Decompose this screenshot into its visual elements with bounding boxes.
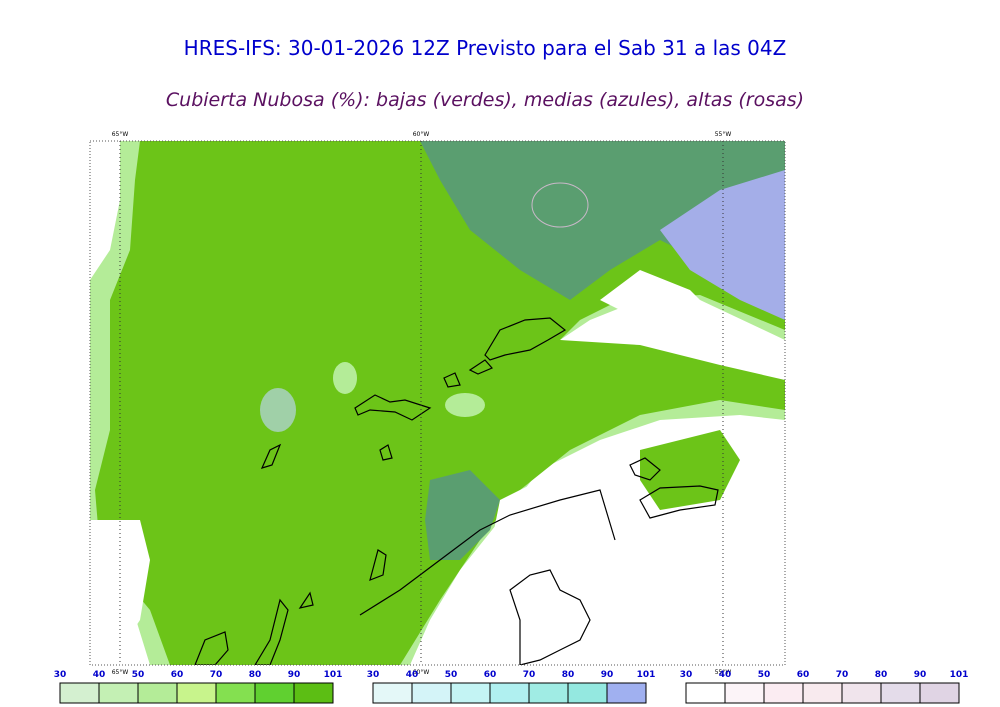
colorbar-label: 101 xyxy=(950,670,969,680)
colorbar-box xyxy=(450,682,491,704)
colorbar-box xyxy=(841,682,882,704)
colorbar-label: 50 xyxy=(445,670,458,680)
title: HRES-IFS: 30-01-2026 12Z Previsto para e… xyxy=(184,36,787,60)
colorbar-label: 101 xyxy=(637,670,656,680)
colorbar-box xyxy=(606,682,647,704)
colorbar-label: 30 xyxy=(680,670,693,680)
lon-label: 65°W xyxy=(112,669,129,676)
colorbar-box xyxy=(59,682,100,704)
colorbar-box xyxy=(98,682,139,704)
colorbar-label: 40 xyxy=(719,670,732,680)
lon-label: 60°W xyxy=(413,131,430,138)
colorbar-box xyxy=(215,682,256,704)
colorbar-label: 101 xyxy=(324,670,343,680)
colorbar-label: 90 xyxy=(914,670,927,680)
colorbar-box xyxy=(685,682,726,704)
map: 65°W 60°W 55°W 65°W 60°W 55°W xyxy=(89,131,786,676)
colorbar-label: 80 xyxy=(562,670,575,680)
colorbar-box xyxy=(880,682,921,704)
colorbar-label: 70 xyxy=(836,670,849,680)
colorbar-box xyxy=(802,682,843,704)
colorbar-box xyxy=(724,682,765,704)
colorbar-label: 50 xyxy=(132,670,145,680)
colorbar-box xyxy=(489,682,530,704)
colorbar-label: 40 xyxy=(93,670,106,680)
colorbar-label: 60 xyxy=(797,670,810,680)
colorbar-label: 90 xyxy=(601,670,614,680)
colorbar-label: 30 xyxy=(367,670,380,680)
colorbar-box xyxy=(372,682,413,704)
colorbar-label: 80 xyxy=(249,670,262,680)
colorbar-box xyxy=(919,682,960,704)
lon-label: 65°W xyxy=(112,131,129,138)
colorbar-box xyxy=(528,682,569,704)
colorbar-box xyxy=(176,682,217,704)
colorbar-box xyxy=(137,682,178,704)
colorbar-box xyxy=(567,682,608,704)
colorbar-label: 30 xyxy=(54,670,67,680)
colorbar-label: 70 xyxy=(523,670,536,680)
colorbar-box xyxy=(293,682,334,704)
colorbar-box xyxy=(763,682,804,704)
lon-label: 55°W xyxy=(715,131,732,138)
colorbar-label: 50 xyxy=(758,670,771,680)
colorbar-label: 40 xyxy=(406,670,419,680)
lon-label: 55°W xyxy=(715,669,732,676)
lon-label: 60°W xyxy=(413,669,430,676)
colorbar-box xyxy=(254,682,295,704)
colorbar-label: 80 xyxy=(875,670,888,680)
colorbars: 30 40 50 60 70 80 90 101 30 40 50 60 70 80 90 101 30 40 50… xyxy=(54,670,969,704)
colorbar-label: 90 xyxy=(288,670,301,680)
colorbar-box xyxy=(411,682,452,704)
subtitle: Cubierta Nubosa (%): bajas (verdes), med… xyxy=(166,89,804,111)
colorbar-label: 60 xyxy=(484,670,497,680)
colorbar-label: 60 xyxy=(171,670,184,680)
colorbar-label: 70 xyxy=(210,670,223,680)
